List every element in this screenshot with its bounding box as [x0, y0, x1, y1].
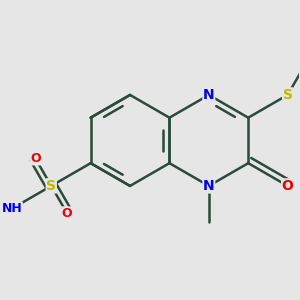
Text: O: O — [62, 207, 73, 220]
Text: O: O — [282, 179, 294, 193]
Text: N: N — [203, 88, 214, 102]
Text: S: S — [283, 88, 292, 102]
Text: S: S — [46, 179, 56, 193]
Text: N: N — [203, 179, 214, 193]
Text: NH: NH — [2, 202, 22, 215]
Text: O: O — [30, 152, 41, 165]
